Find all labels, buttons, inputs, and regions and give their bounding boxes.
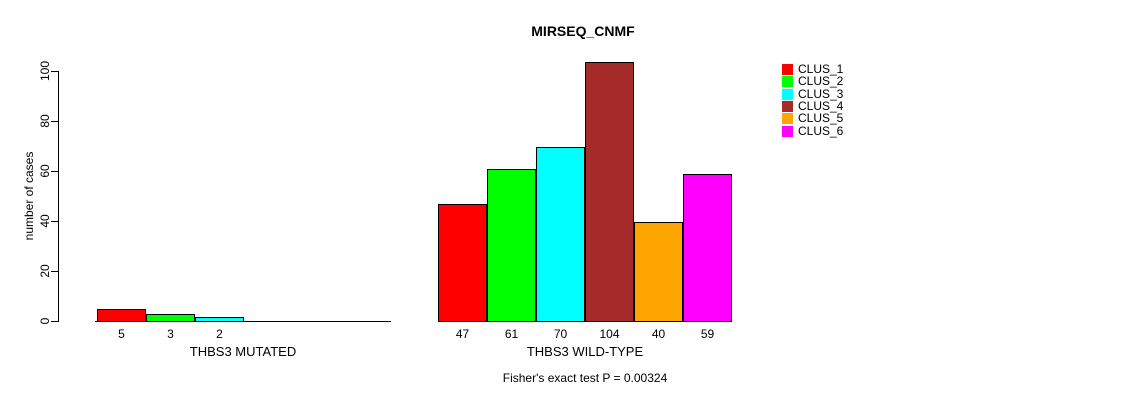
legend-item: CLUS_4	[782, 99, 844, 113]
legend-swatch-clus-3	[782, 89, 793, 100]
y-axis-tick	[51, 271, 58, 272]
legend-swatch-clus-6	[782, 126, 793, 137]
legend-item: CLUS_3	[782, 87, 844, 101]
legend-item: CLUS_1	[782, 62, 844, 76]
bar-value-label: 59	[700, 327, 715, 341]
legend-item: CLUS_6	[782, 124, 844, 138]
bar-thbs3-wild-type-clus-3	[536, 147, 585, 322]
y-axis-tick	[51, 221, 58, 222]
y-axis-tick-label: 0	[38, 317, 52, 325]
bar-value-label: 70	[553, 327, 568, 341]
legend-label: CLUS_5	[798, 111, 844, 125]
bar-thbs3-mutated-clus-2	[146, 314, 195, 322]
y-axis-tick-label: 100	[38, 60, 52, 82]
bar-value-label: 40	[651, 327, 666, 341]
x-axis-group-label: THBS3 MUTATED	[189, 344, 297, 359]
legend-label: CLUS_6	[798, 124, 844, 138]
bar-value-label: 47	[455, 327, 470, 341]
legend-swatch-clus-5	[782, 113, 793, 124]
bar-thbs3-mutated-clus-1	[97, 309, 146, 322]
x-axis-group-label: THBS3 WILD-TYPE	[526, 344, 644, 359]
legend-label: CLUS_2	[798, 74, 844, 88]
y-axis-tick-label: 20	[38, 264, 52, 278]
legend-label: CLUS_3	[798, 87, 844, 101]
y-axis-line	[58, 71, 59, 322]
legend-item: CLUS_5	[782, 111, 844, 125]
legend-label: CLUS_1	[798, 62, 844, 76]
legend-swatch-clus-4	[782, 101, 793, 112]
bar-thbs3-wild-type-clus-2	[487, 169, 536, 322]
legend-label: CLUS_4	[798, 99, 844, 113]
bar-thbs3-wild-type-clus-1	[438, 204, 487, 322]
bar-thbs3-wild-type-clus-6	[683, 174, 732, 322]
y-axis-tick	[51, 321, 58, 322]
y-axis-tick-label: 40	[38, 214, 52, 228]
bar-thbs3-wild-type-clus-4	[585, 62, 634, 322]
legend-swatch-clus-1	[782, 64, 793, 75]
fisher-test-annotation: Fisher's exact test P = 0.00324	[502, 371, 668, 385]
legend-item: CLUS_2	[782, 74, 844, 88]
y-axis-tick	[51, 171, 58, 172]
bar-value-label: 61	[504, 327, 519, 341]
y-axis-tick	[51, 71, 58, 72]
bar-thbs3-wild-type-clus-5	[634, 222, 683, 322]
bar-value-label: 104	[599, 327, 620, 341]
legend-swatch-clus-2	[782, 76, 793, 87]
y-axis-tick-label: 80	[38, 114, 52, 128]
y-axis-tick-label: 60	[38, 164, 52, 178]
bar-thbs3-mutated-clus-3	[195, 317, 244, 322]
bar-value-label: 5	[118, 327, 125, 341]
y-axis-tick	[51, 121, 58, 122]
bar-value-label: 2	[216, 327, 223, 341]
bar-value-label: 3	[167, 327, 174, 341]
y-axis-title: number of cases	[22, 151, 36, 241]
chart-title: MIRSEQ_CNMF	[531, 23, 635, 39]
